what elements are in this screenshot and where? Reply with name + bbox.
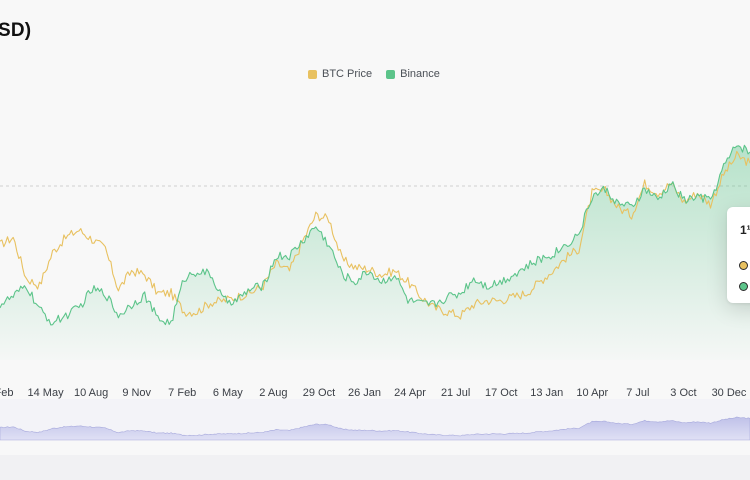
- chart-card: SD) BTC Price Binance Feb 14 May 10 Aug 9 N…: [0, 0, 750, 455]
- binance-area-fill: [0, 145, 750, 360]
- x-tick-label: 7 Feb: [168, 387, 196, 399]
- x-tick-label: 21 Jul: [441, 387, 470, 399]
- x-tick-label: 17 Oct: [485, 387, 517, 399]
- bottom-strip: [0, 455, 750, 480]
- legend-swatch-btc-price: [308, 69, 317, 79]
- x-tick-label: 3 Oct: [670, 387, 696, 399]
- navigator-series: [0, 416, 750, 441]
- x-tick-label: Feb: [0, 387, 13, 399]
- x-tick-label: 29 Oct: [303, 387, 335, 399]
- x-tick-label: 30 Dec: [712, 387, 747, 399]
- legend-label-binance: Binance: [400, 68, 440, 80]
- legend-label-btc-price: BTC Price: [322, 68, 373, 80]
- legend-item-binance[interactable]: Binance: [386, 68, 440, 80]
- x-tick-label: 10 Aug: [74, 387, 108, 399]
- x-tick-label: 13 Jan: [530, 387, 563, 399]
- x-tick-label: 7 Jul: [626, 387, 649, 399]
- tooltip-dot-binance: [739, 282, 748, 291]
- x-tick-label: 9 Nov: [122, 387, 151, 399]
- x-tick-label: 26 Jan: [348, 387, 381, 399]
- legend-item-btc-price[interactable]: BTC Price: [308, 68, 372, 80]
- series-line-btc-price: [0, 150, 750, 320]
- x-tick-label: 10 Apr: [576, 387, 608, 399]
- chart-title: SD): [0, 20, 32, 41]
- chart-legend: BTC Price Binance: [308, 66, 440, 82]
- x-tick-label: 14 May: [28, 387, 65, 399]
- x-tick-label: 6 May: [213, 387, 243, 399]
- tooltip-dot-btc-price: [739, 261, 748, 270]
- tooltip-date: 1¹: [740, 223, 750, 237]
- legend-swatch-binance: [386, 69, 396, 79]
- line-chart[interactable]: Feb 14 May 10 Aug 9 Nov 7 Feb 6 May 2 Aug 29 Oc…: [0, 0, 750, 455]
- chart-tooltip: 1¹: [727, 207, 750, 303]
- series-line-binance: [0, 144, 750, 326]
- x-tick-label: 24 Apr: [394, 387, 426, 399]
- x-tick-label: 2 Aug: [259, 387, 287, 399]
